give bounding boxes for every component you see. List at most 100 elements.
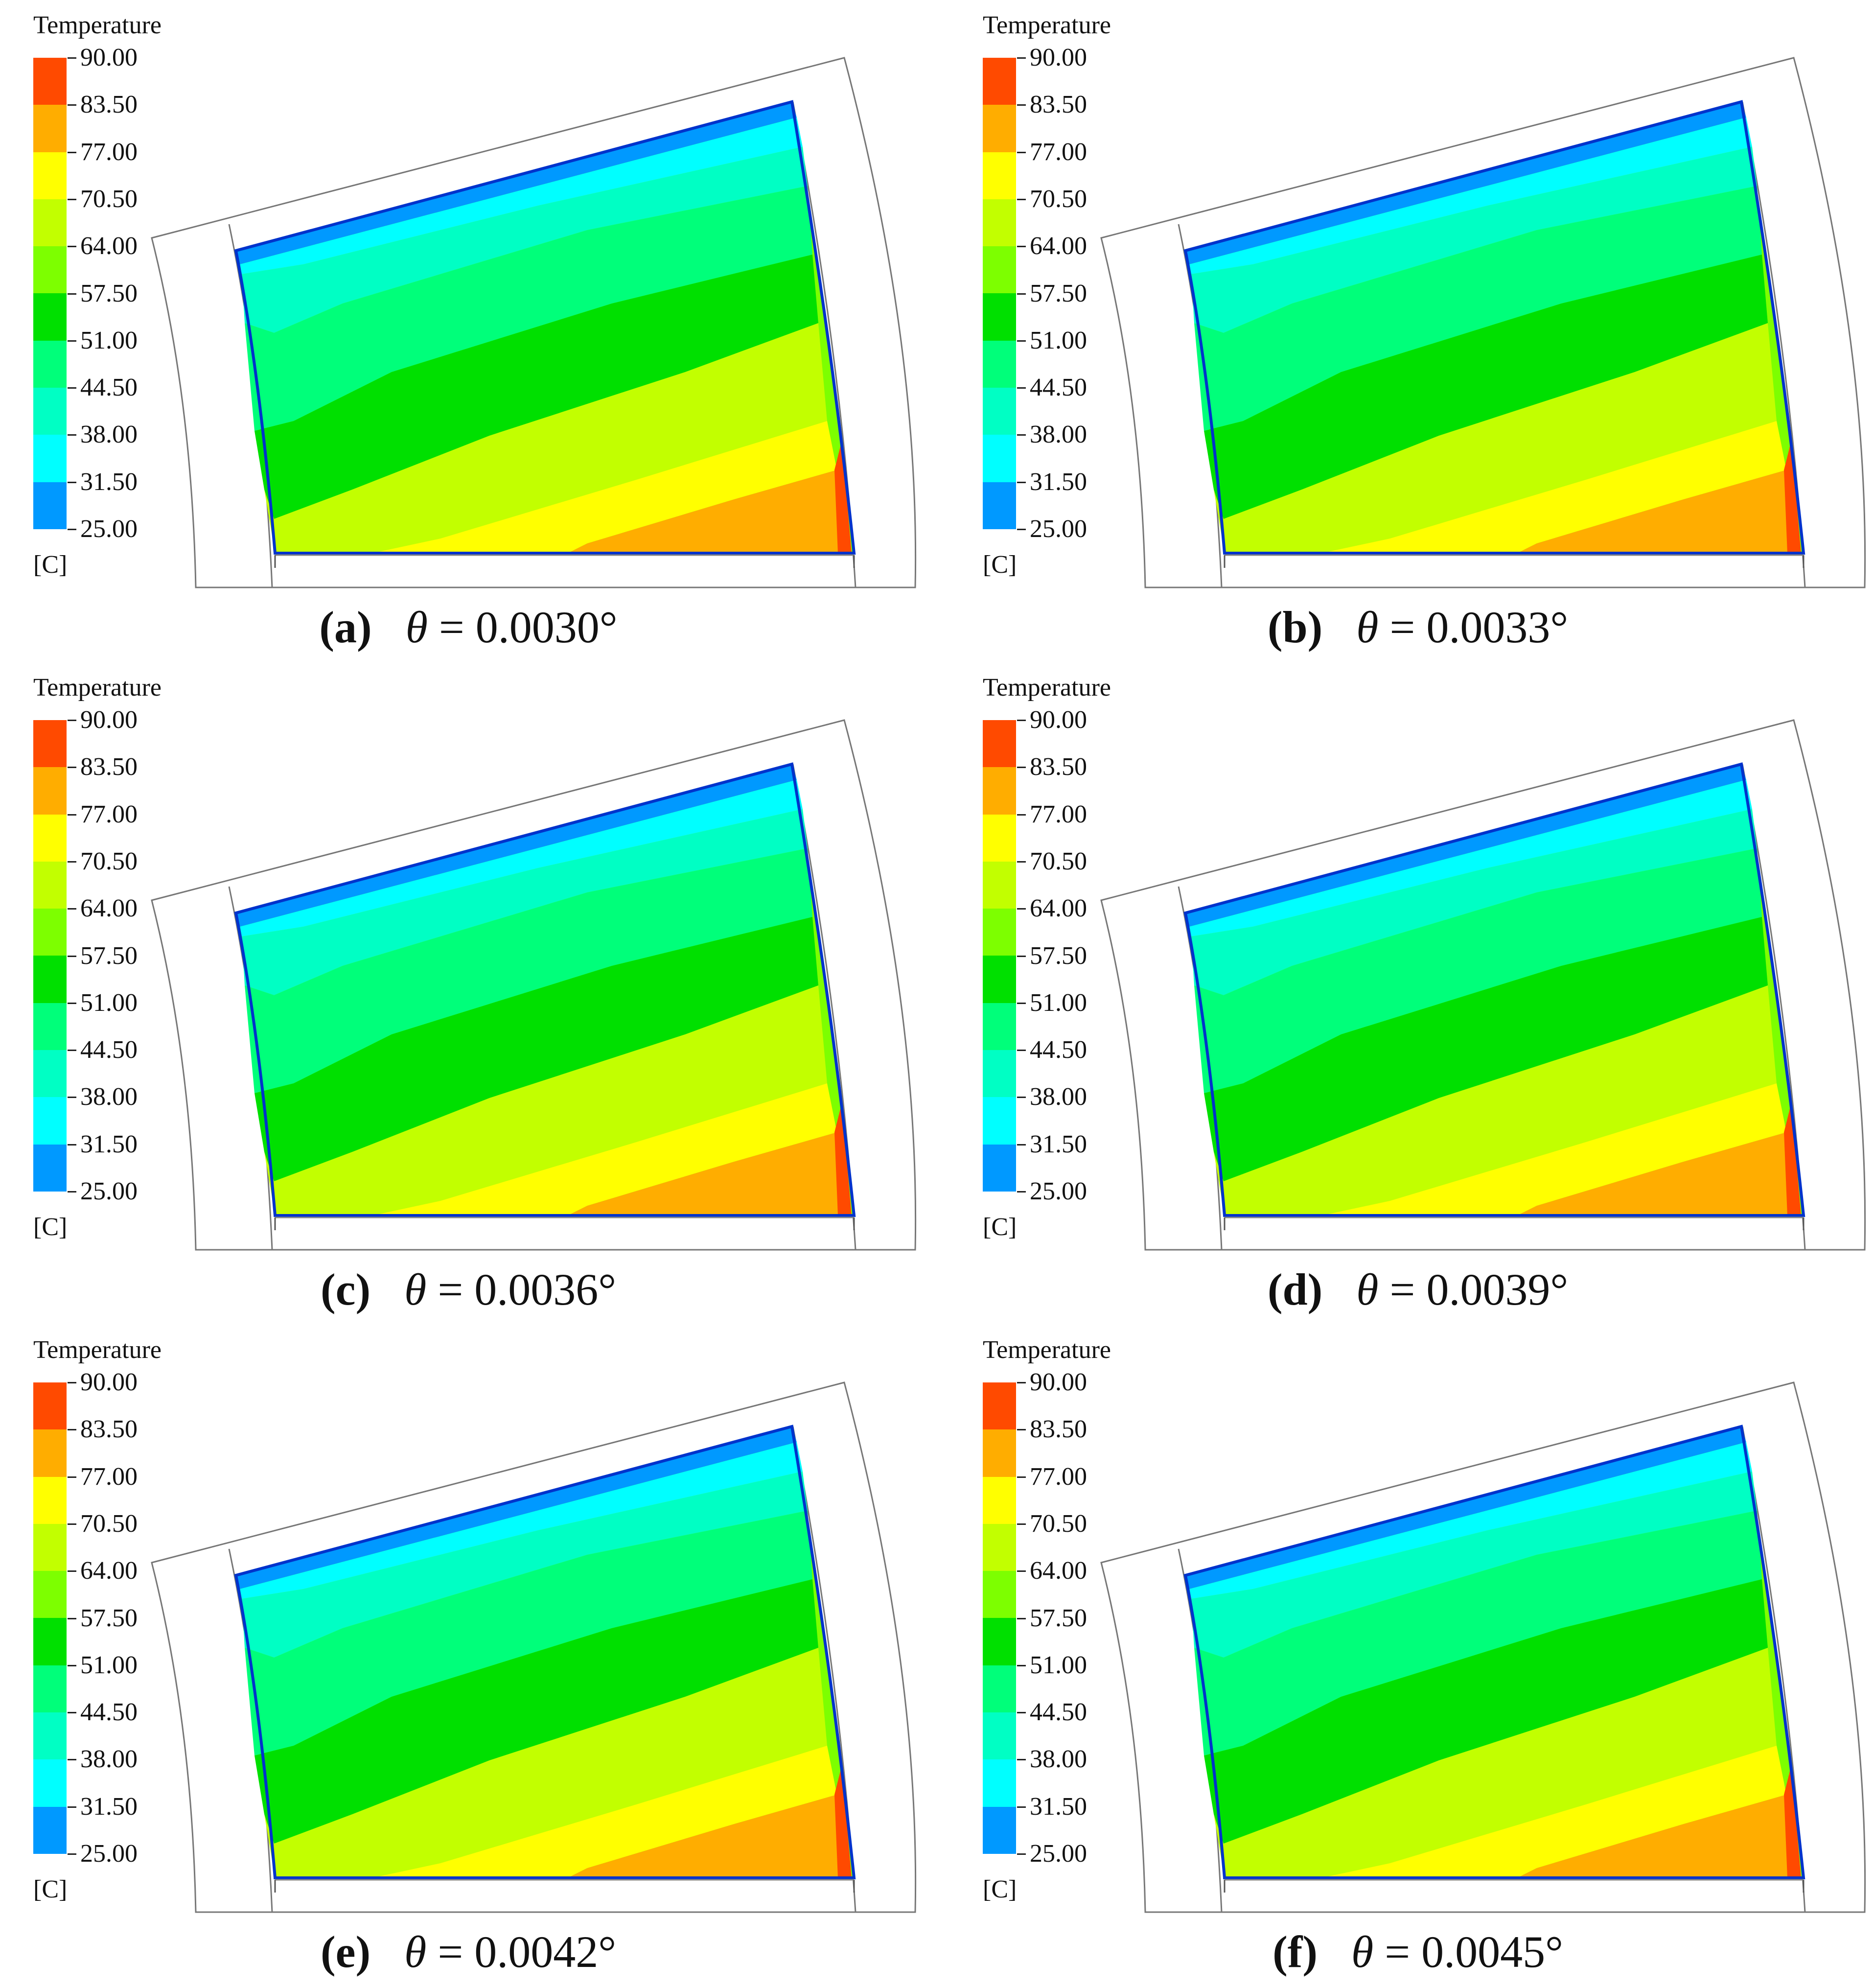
caption-value: 0.0042° (474, 1927, 616, 1977)
contour-band-4 (254, 917, 818, 1181)
legend-title: Temperature (33, 11, 162, 39)
legend-swatch (33, 956, 67, 1003)
legend-tick-label: 57.50 (1030, 941, 1087, 970)
legend-tick (1017, 1429, 1026, 1431)
legend-unit: [C] (33, 1213, 68, 1241)
legend-swatch (983, 1097, 1016, 1145)
contour-band-6 (372, 1746, 837, 1878)
legend-swatch (983, 1523, 1016, 1571)
legend-swatch (33, 767, 67, 815)
contour-band-3 (245, 1511, 812, 1755)
region-outline (234, 1425, 856, 1879)
caption-symbol: θ (1356, 602, 1379, 652)
contour-band-2 (242, 809, 808, 995)
contour-band-5 (1214, 1648, 1777, 1878)
legend-tick (1017, 57, 1026, 59)
legend-swatch (983, 1476, 1016, 1524)
legend-tick-label: 51.00 (80, 326, 138, 354)
legend-tick (68, 908, 76, 910)
legend-tick (1017, 246, 1026, 248)
contour-band-3 (1194, 848, 1762, 1093)
sector-outline (1100, 1381, 1866, 1913)
legend-tick-label: 70.50 (1030, 185, 1087, 213)
legend-swatch (983, 1712, 1016, 1760)
legend-tick (68, 1097, 76, 1099)
legend-tick-label: 57.50 (80, 279, 138, 307)
caption-symbol: θ (404, 1264, 427, 1314)
legend-tick-label: 25.00 (80, 1177, 138, 1205)
legend-tick (68, 293, 76, 295)
contour-band-2 (1191, 1472, 1757, 1658)
legend-tick-label: 44.50 (80, 1036, 138, 1064)
contour-band-5 (264, 985, 827, 1216)
contour-panel-c: Temperature 90.00 83.50 77.00 70.50 64.00 57.… (0, 662, 937, 1325)
legend-tick (68, 1853, 76, 1855)
legend-tick-label: 77.00 (80, 138, 138, 166)
contour-fill (236, 1427, 854, 1878)
contour-fill (236, 764, 854, 1216)
legend-swatch (983, 861, 1016, 909)
panel-caption: (b) θ = 0.0033° (949, 601, 1874, 653)
legend-tick (68, 481, 76, 483)
contour-band-5 (264, 1648, 827, 1878)
legend-tick (1017, 293, 1026, 295)
legend-tick-label: 38.00 (80, 421, 138, 449)
legend-tick (1017, 720, 1026, 721)
contour-band-2 (242, 1472, 808, 1658)
legend-tick (68, 1523, 76, 1525)
legend-swatch (983, 1759, 1016, 1807)
legend-tick-label: 77.00 (1030, 1462, 1087, 1491)
legend-swatch (983, 340, 1016, 388)
legend-tick (1017, 861, 1026, 863)
legend-tick (68, 387, 76, 389)
color-legend (983, 58, 1016, 529)
legend-tick (1017, 1664, 1026, 1666)
legend-tick (68, 104, 76, 106)
legend-tick-label: 64.00 (1030, 232, 1087, 260)
caption-equals: = (438, 1264, 463, 1314)
contour-band-7 (1517, 1795, 1794, 1878)
contour-band-6 (372, 1083, 837, 1216)
legend-swatch (983, 720, 1016, 768)
contour-band-8 (1784, 1103, 1801, 1216)
caption-equals: = (1385, 1927, 1411, 1977)
legend-tick (68, 1002, 76, 1004)
legend-tick (68, 1191, 76, 1193)
legend-tick (68, 861, 76, 863)
contour-band-2 (1191, 147, 1757, 333)
panel-caption: (d) θ = 0.0039° (949, 1263, 1874, 1315)
legend-swatch (33, 152, 67, 199)
color-legend (983, 720, 1016, 1192)
legend-tick-label: 57.50 (80, 941, 138, 970)
legend-tick-label: 90.00 (80, 706, 138, 734)
legend-tick (68, 814, 76, 816)
contour-band-4 (1204, 917, 1768, 1181)
sector-outline (1100, 719, 1866, 1251)
legend-tick (1017, 104, 1026, 106)
contour-panel-d: Temperature 90.00 83.50 77.00 70.50 64.00 57.… (949, 662, 1874, 1325)
contour-band-4 (254, 1579, 818, 1844)
legend-tick-label: 25.00 (80, 1840, 138, 1868)
legend-title: Temperature (983, 1336, 1111, 1364)
caption-letter: (c) (321, 1264, 371, 1314)
legend-tick (1017, 387, 1026, 389)
legend-tick (68, 1476, 76, 1478)
legend-tick-label: 70.50 (1030, 847, 1087, 875)
legend-title: Temperature (33, 674, 162, 702)
contour-band-6 (372, 421, 837, 553)
legend-tick-label: 70.50 (1030, 1509, 1087, 1538)
legend-swatch (33, 1712, 67, 1760)
caption-value: 0.0036° (474, 1264, 616, 1314)
legend-tick (68, 720, 76, 721)
legend-tick-label: 70.50 (80, 1509, 138, 1538)
legend-tick (68, 434, 76, 436)
panel-caption: (a) θ = 0.0030° (0, 601, 937, 653)
legend-tick (1017, 1617, 1026, 1619)
legend-tick (1017, 1382, 1026, 1383)
legend-swatch (983, 435, 1016, 482)
legend-unit: [C] (983, 1213, 1017, 1241)
legend-swatch (983, 482, 1016, 529)
legend-swatch (983, 1429, 1016, 1477)
legend-swatch (983, 152, 1016, 199)
legend-tick (68, 955, 76, 957)
